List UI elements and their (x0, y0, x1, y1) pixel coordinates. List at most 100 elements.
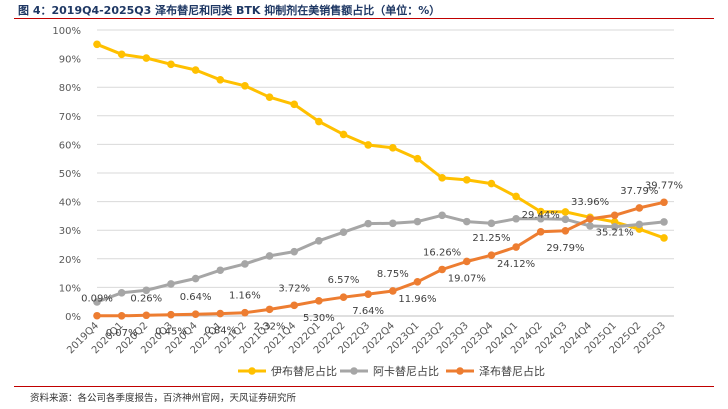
series-3-point (536, 228, 545, 236)
series-1-point (413, 154, 422, 163)
series-2-point (413, 217, 422, 226)
y-tick-label: 100% (52, 26, 81, 37)
y-tick-label: 60% (59, 140, 81, 151)
y-tick-label: 40% (59, 198, 81, 209)
series-3-point (610, 211, 619, 220)
source-note: 资料来源：各公司各季度报告，百济神州官网，天风证券研究所 (30, 393, 297, 404)
series-2-point (290, 247, 299, 256)
data-label: 11.96% (398, 294, 436, 305)
series-1-point (536, 207, 545, 216)
series-1-point (315, 117, 323, 126)
series-1-point (241, 81, 249, 90)
data-label: 39.77% (645, 180, 683, 191)
series-2-point (512, 214, 520, 223)
series-2-point (93, 298, 101, 306)
series-3-point (561, 227, 570, 235)
title-divider (14, 18, 714, 19)
series-1-point (438, 174, 446, 182)
data-label: 0.45% (155, 327, 187, 338)
series-line-3 (96, 200, 665, 318)
series-3-point (389, 287, 397, 295)
legend-marker (350, 367, 358, 375)
y-tick-label: 0% (65, 312, 81, 323)
series-2-point (536, 214, 545, 223)
y-tick-label: 70% (59, 112, 81, 123)
series-1-point (290, 100, 299, 109)
series-1-point (142, 54, 151, 62)
data-label: 35.21% (596, 227, 634, 238)
series-3-point (512, 243, 520, 251)
series-2-point (265, 252, 274, 260)
data-label: 0.64% (180, 292, 212, 303)
series-3-point (339, 293, 348, 302)
source-divider (14, 386, 714, 387)
data-label: 1.16% (229, 291, 261, 302)
data-label: 3.72% (278, 283, 310, 294)
series-1-point (216, 75, 225, 84)
legend-label: 阿卡替尼占比 (373, 364, 439, 378)
series-3-point (117, 311, 126, 320)
series-1-point (167, 60, 175, 69)
series-3-point (290, 301, 299, 310)
series-1-point (389, 144, 397, 152)
series-2-point (487, 219, 496, 228)
series-3-point (191, 310, 200, 318)
legend-label: 泽布替尼占比 (479, 364, 545, 378)
legend-marker (456, 367, 464, 375)
series-1-point (364, 141, 372, 149)
data-label: 19.07% (448, 273, 486, 284)
series-1-point (339, 130, 348, 139)
series-2-point (660, 218, 668, 226)
data-label: 33.96% (571, 197, 609, 208)
series-2-point (167, 280, 175, 288)
y-tick-label: 10% (59, 283, 81, 294)
series-3-point (241, 308, 249, 317)
legend-marker (248, 367, 256, 375)
data-label: 0.26% (130, 293, 162, 304)
data-label: 7.64% (352, 306, 384, 317)
data-label: 2.32% (254, 321, 286, 332)
series-3-point (660, 198, 668, 207)
series-3-point (364, 290, 372, 298)
data-label: 0.07% (106, 328, 138, 339)
legend-label: 伊布替尼占比 (271, 364, 337, 378)
series-2-point (364, 219, 372, 228)
series-2-point (389, 219, 397, 228)
series-2-point (635, 220, 644, 229)
series-1-point (487, 179, 496, 188)
series-1-point (93, 40, 101, 49)
series-2-point (142, 286, 151, 295)
series-3-point (487, 251, 496, 260)
series-2-point (561, 215, 570, 224)
y-tick-label: 90% (59, 55, 81, 66)
data-label: 6.57% (328, 275, 360, 286)
series-2-point (610, 222, 619, 231)
series-line-2 (96, 213, 665, 304)
series-1-point (660, 234, 668, 242)
series-1-point (117, 50, 126, 59)
series-3-point (265, 305, 274, 314)
series-2-point (117, 289, 126, 297)
data-label: 0.09% (81, 294, 113, 305)
data-label: 29.79% (546, 243, 584, 254)
series-2-point (438, 211, 446, 220)
y-tick-label: 20% (59, 255, 81, 266)
series-1-point (561, 208, 570, 216)
y-tick-label: 80% (59, 83, 81, 94)
data-label: 8.75% (377, 269, 409, 280)
series-3-point (167, 310, 175, 319)
series-2-point (191, 274, 200, 283)
series-2-point (241, 260, 249, 268)
series-3-point (315, 297, 323, 305)
y-tick-label: 30% (59, 226, 81, 237)
series-3-point (93, 311, 101, 320)
series-1-point (191, 66, 200, 74)
series-3-point (413, 277, 422, 286)
series-1-point (512, 192, 520, 201)
series-line-1 (96, 42, 665, 240)
series-3-point (216, 309, 225, 318)
data-label: 24.12% (497, 259, 535, 270)
data-label: 21.25% (472, 233, 510, 244)
series-2-point (462, 217, 471, 226)
series-2-point (315, 236, 323, 245)
